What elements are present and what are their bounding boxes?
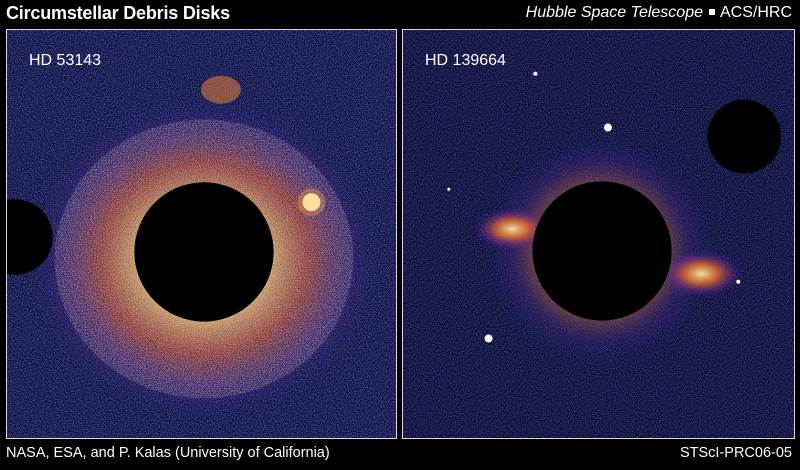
occulting-mask-corner	[707, 99, 782, 174]
star-point	[736, 279, 741, 284]
instrument-caption: Hubble Space Telescope ACS/HRC	[526, 4, 792, 22]
square-bullet-icon	[708, 8, 715, 15]
star-point	[447, 187, 451, 191]
header: Circumstellar Debris Disks Hubble Space …	[0, 0, 800, 28]
star-point	[533, 71, 538, 76]
panel-label-hd-139664: HD 139664	[425, 52, 506, 69]
panel-hd-53143: HD 53143	[6, 29, 397, 439]
panel-label-hd-53143: HD 53143	[29, 52, 102, 69]
disk-image-hd-139664	[403, 30, 794, 438]
image-credit: NASA, ESA, and P. Kalas (University of C…	[6, 445, 330, 461]
star-point	[603, 123, 612, 132]
occulting-mask	[532, 181, 672, 321]
instrument-name: ACS/HRC	[719, 4, 792, 21]
footer: NASA, ESA, and P. Kalas (University of C…	[0, 442, 800, 468]
star-point	[484, 334, 493, 343]
star-point	[302, 193, 321, 212]
panel-hd-139664: HD 139664	[402, 29, 795, 439]
occulting-mask	[134, 182, 274, 322]
image-title: Circumstellar Debris Disks	[6, 3, 230, 23]
disk-image-hd-53143	[7, 30, 396, 438]
disk-lobe-right	[659, 249, 744, 298]
release-id: STScI-PRC06-05	[679, 445, 792, 461]
disk-lobe-left	[472, 207, 553, 251]
occulting-mask-edge	[7, 199, 53, 275]
telescope-name: Hubble Space Telescope	[525, 4, 703, 21]
